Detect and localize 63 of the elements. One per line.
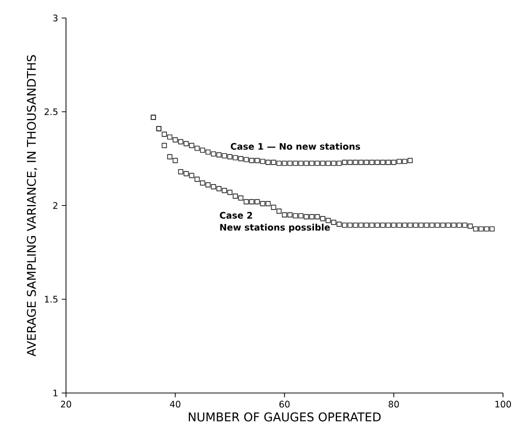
point [200, 148, 206, 153]
point [320, 160, 326, 166]
point [227, 154, 232, 160]
point [276, 160, 282, 166]
y-axis-title: AVERAGE SAMPLING VARIANCE, IN THOUSANDTHS [26, 55, 38, 356]
point [244, 156, 249, 162]
point [358, 160, 364, 165]
x-tick-label: 20 [60, 400, 72, 408]
point [352, 160, 358, 165]
point [336, 160, 342, 166]
y-tick-label: 3 [53, 14, 58, 22]
point [156, 126, 162, 132]
point [326, 160, 331, 166]
point [194, 146, 200, 151]
point [270, 160, 276, 165]
point [189, 142, 194, 148]
point [298, 160, 304, 166]
x-axis-title: NUMBER OF GAUGES OPERATED [188, 412, 381, 422]
point [238, 156, 244, 162]
point [287, 160, 293, 166]
y-tick-label: 2 [53, 202, 58, 209]
point [260, 158, 266, 164]
point [386, 160, 391, 165]
point [374, 160, 380, 165]
point [391, 160, 396, 165]
x-tick-label: 100 [495, 400, 511, 408]
y-tick-label: 2.5 [44, 108, 58, 116]
point [304, 160, 309, 166]
point [150, 114, 156, 120]
point [172, 137, 178, 142]
point [254, 158, 260, 164]
point [408, 158, 413, 164]
point [347, 160, 353, 165]
point [331, 160, 336, 166]
y-tick-label: 1 [54, 390, 58, 396]
y-tick-label: 1.5 [44, 296, 58, 303]
point [184, 141, 189, 146]
point [222, 153, 228, 158]
point [232, 155, 238, 160]
point [205, 149, 211, 155]
point [364, 160, 370, 165]
x-tick-label: 40 [170, 400, 180, 408]
point [249, 158, 254, 164]
x-tick-label: 80 [388, 400, 399, 408]
point [292, 160, 298, 166]
point [380, 160, 386, 165]
point [178, 139, 184, 144]
point [402, 158, 408, 164]
point [216, 152, 222, 158]
point [266, 160, 271, 165]
point [369, 160, 374, 165]
point [342, 160, 348, 165]
series-label: Case 2 [220, 212, 252, 219]
annotation: New stations possible [220, 224, 330, 232]
point [167, 134, 172, 140]
point [314, 160, 320, 166]
point [162, 132, 167, 137]
point [396, 158, 402, 164]
point [309, 160, 314, 166]
point [210, 151, 216, 157]
series-label: Case 1 — No new stations [230, 142, 360, 150]
x-tick-label: 60 [279, 400, 290, 408]
point [282, 160, 288, 166]
